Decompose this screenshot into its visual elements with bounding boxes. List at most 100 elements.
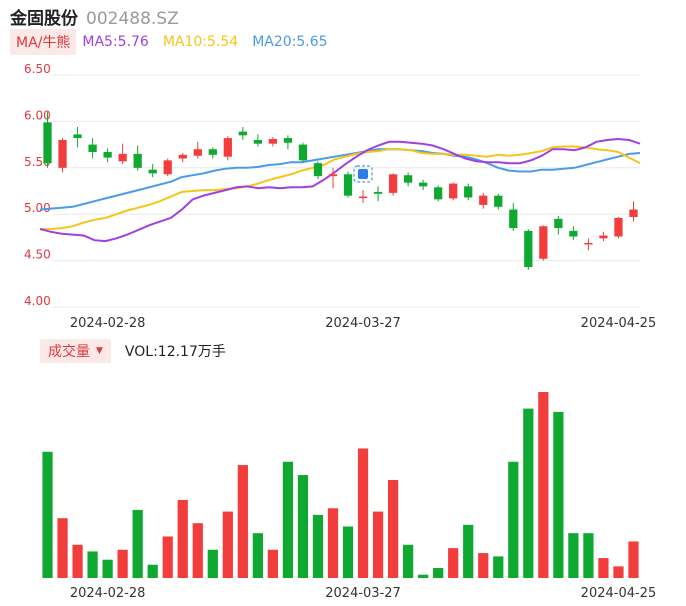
volume-bar — [628, 541, 639, 578]
volume-bar — [72, 544, 83, 578]
volume-button-label: 成交量 — [48, 344, 90, 360]
candle-body — [554, 218, 563, 229]
ma10-label: MA10:5.54 — [162, 34, 239, 50]
y-tick-label: 6.00 — [24, 108, 51, 122]
candle-body — [238, 131, 247, 136]
x-tick-label: 2024-03-27 — [325, 316, 401, 331]
volume-bar — [42, 451, 53, 578]
volume-bar — [613, 566, 624, 578]
volume-bar — [418, 574, 429, 578]
candle-body — [464, 186, 473, 198]
volume-bar — [553, 411, 564, 578]
volume-bar — [312, 514, 324, 578]
volume-indicator-button[interactable]: 成交量 ▼ — [40, 339, 111, 363]
candle-body — [599, 235, 608, 239]
candle-body — [43, 122, 52, 164]
price-axis-ticks: 6.506.005.505.004.504.00 — [24, 62, 51, 308]
candle-body — [58, 139, 67, 168]
ma5-line — [39, 137, 641, 243]
volume-bar — [583, 533, 594, 578]
stock-header: 金固股份 002488.SZ — [10, 4, 179, 29]
candle-body — [163, 160, 172, 175]
candle-body — [133, 153, 142, 168]
candle-body — [223, 138, 232, 157]
price-grid — [53, 74, 640, 308]
y-tick-label: 4.50 — [24, 248, 51, 262]
volume-legend: 成交量 ▼ VOL:12.17万手 — [40, 339, 226, 363]
volume-bar — [162, 536, 173, 578]
candle-body — [524, 230, 533, 268]
ma-legend: MA/牛熊 MA5:5.76 MA10:5.54 MA20:5.65 — [10, 29, 342, 55]
candle-body — [253, 139, 262, 144]
candle-body — [614, 217, 623, 237]
candle-body — [539, 226, 548, 259]
candle-body — [509, 209, 518, 229]
ma20-line — [39, 148, 641, 211]
volume-bar — [448, 548, 459, 578]
candle-body — [479, 195, 488, 205]
volume-x-tick-label: 2024-02-28 — [70, 586, 146, 601]
marker-icon[interactable] — [353, 165, 373, 183]
volume-bar — [598, 558, 609, 578]
y-tick-label: 4.00 — [24, 294, 51, 308]
candle-body — [373, 191, 383, 194]
volume-date-axis: 2024-02-28 2024-03-27 2024-04-25 — [70, 586, 656, 601]
volume-x-tick-label: 2024-03-27 — [325, 586, 401, 601]
candle-body — [584, 242, 593, 245]
volume-bar — [222, 511, 233, 578]
candle-body — [193, 149, 202, 156]
candle-body — [103, 152, 112, 158]
volume-bar — [87, 551, 98, 578]
volume-bar — [57, 518, 68, 578]
y-tick-label: 6.50 — [24, 62, 51, 76]
candle-body — [118, 153, 127, 162]
ma-indicator-button[interactable]: MA/牛熊 — [10, 29, 77, 55]
ma20-label: MA20:5.65 — [252, 34, 328, 50]
candle-body — [569, 230, 578, 237]
volume-value: VOL:12.17万手 — [124, 344, 226, 360]
volume-bar — [252, 533, 263, 578]
volume-bar — [538, 392, 549, 578]
candle-body — [434, 187, 443, 200]
ma10-line — [40, 145, 641, 230]
candle-body — [313, 163, 323, 177]
volume-bar — [237, 465, 248, 578]
ma-lines — [39, 137, 641, 243]
candle-body — [403, 175, 413, 183]
caret-down-icon: ▼ — [96, 346, 103, 356]
candle-body — [328, 174, 338, 177]
y-tick-label: 5.00 — [24, 201, 51, 215]
candle-body — [358, 196, 368, 199]
x-tick-label: 2024-04-25 — [581, 316, 657, 331]
candle-body — [494, 195, 503, 207]
volume-bar — [132, 509, 143, 578]
stock-name: 金固股份 — [10, 9, 78, 29]
candle-body — [88, 144, 97, 153]
candle-body — [629, 209, 638, 217]
candle-body — [388, 174, 398, 193]
price-date-axis: 2024-02-28 2024-03-27 2024-04-25 — [70, 316, 656, 331]
ma5-label: MA5:5.76 — [82, 34, 149, 50]
volume-bar — [102, 559, 113, 578]
volume-bar — [433, 568, 444, 578]
volume-bar — [267, 549, 278, 578]
volume-bar — [147, 564, 158, 578]
candle-body — [208, 149, 217, 155]
candle-body — [343, 174, 353, 196]
volume-bar — [493, 556, 504, 578]
x-tick-label: 2024-02-28 — [70, 316, 146, 331]
candles — [43, 112, 638, 270]
volume-bar — [207, 549, 218, 578]
candle-body — [73, 134, 82, 139]
volume-bar — [357, 448, 369, 578]
candle-body — [268, 139, 278, 144]
candle-body — [449, 183, 458, 199]
candle-body — [178, 154, 187, 159]
stock-code: 002488.SZ — [86, 9, 179, 29]
volume-x-tick-label: 2024-04-25 — [581, 586, 657, 601]
volume-bar — [508, 461, 519, 578]
volume-bar — [327, 508, 339, 578]
volume-bar — [192, 523, 203, 578]
volume-bars — [42, 392, 639, 578]
